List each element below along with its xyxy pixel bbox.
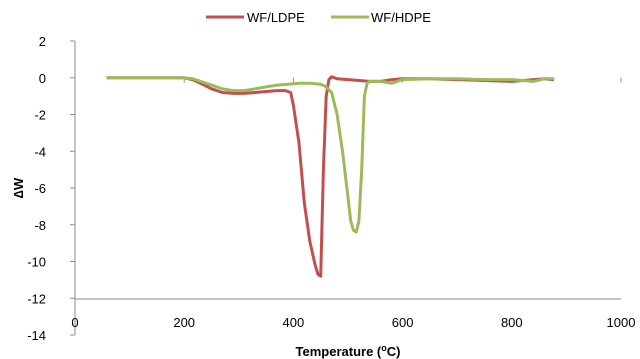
x-tick-label: 200 [173,315,195,330]
y-axis-ticks: 2 0 -2 -4 -6 -8 -10 -12 -14 [27,34,75,343]
x-axis-title-main: Temperature ( [296,344,382,359]
x-tick-label: 800 [501,315,523,330]
y-tick-label: -4 [34,144,46,159]
x-axis-title-tail: C) [387,344,401,359]
legend-label-wf-hdpe: WF/HDPE [371,10,431,25]
series-line-wf-hdpe [106,76,555,234]
x-axis-ticks: 0 200 400 600 800 1000 [71,77,636,330]
x-tick-label: 1000 [607,315,636,330]
legend-label-wf-ldpe: WF/LDPE [247,10,305,25]
x-axis-title-super: o [381,343,387,353]
x-axis-title: Temperature (oC) [296,343,401,359]
plot-area [106,75,555,278]
legend: WF/LDPE WF/HDPE [206,10,431,25]
y-tick-label: -2 [34,108,46,123]
y-tick-label: -14 [27,328,46,343]
y-tick-label: -8 [34,218,46,233]
series-line-wf-ldpe [106,75,555,278]
y-tick-label: -6 [34,181,46,196]
x-tick-label: 600 [392,315,414,330]
x-tick-label: 0 [71,315,78,330]
y-tick-label: 0 [39,71,46,86]
y-tick-label: 2 [39,34,46,49]
y-tick-label: -10 [27,255,46,270]
y-tick-label: -12 [27,291,46,306]
x-tick-label: 400 [283,315,305,330]
y-axis-title: ∆W [11,177,26,198]
